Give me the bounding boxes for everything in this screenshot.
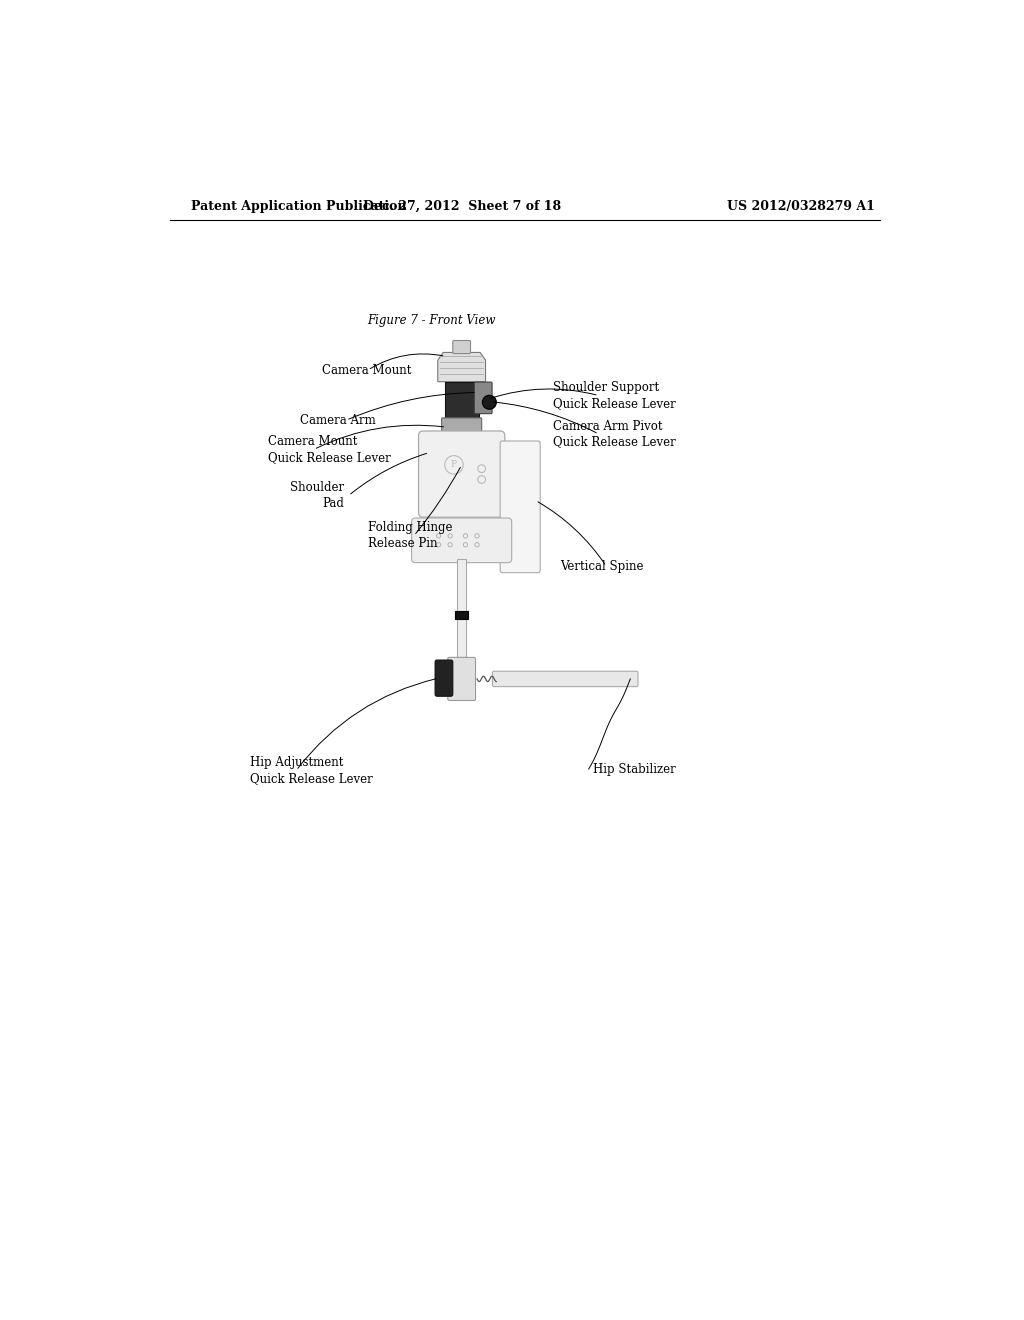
FancyBboxPatch shape [474, 381, 493, 413]
FancyBboxPatch shape [453, 341, 470, 354]
FancyBboxPatch shape [500, 441, 541, 573]
Bar [455, 611, 468, 619]
FancyBboxPatch shape [441, 418, 481, 437]
Text: P: P [451, 461, 457, 470]
Circle shape [482, 395, 497, 409]
FancyBboxPatch shape [493, 671, 638, 686]
Text: Camera Mount
Quick Release Lever: Camera Mount Quick Release Lever [267, 436, 390, 463]
Text: Hip Stabilizer: Hip Stabilizer [593, 763, 675, 776]
Text: Dec. 27, 2012  Sheet 7 of 18: Dec. 27, 2012 Sheet 7 of 18 [362, 199, 561, 213]
FancyBboxPatch shape [419, 430, 505, 517]
Text: Camera Mount: Camera Mount [322, 363, 411, 376]
Bar [444, 381, 478, 418]
Text: Shoulder Support
Quick Release Lever: Shoulder Support Quick Release Lever [553, 381, 675, 411]
FancyBboxPatch shape [412, 517, 512, 562]
FancyBboxPatch shape [447, 657, 475, 701]
FancyBboxPatch shape [435, 660, 453, 696]
Text: Hip Adjustment
Quick Release Lever: Hip Adjustment Quick Release Lever [250, 756, 373, 785]
Text: Vertical Spine: Vertical Spine [560, 560, 644, 573]
Text: US 2012/0328279 A1: US 2012/0328279 A1 [726, 199, 874, 213]
Text: Folding Hinge
Release Pin: Folding Hinge Release Pin [368, 521, 453, 550]
Text: Shoulder
Pad: Shoulder Pad [291, 482, 345, 510]
Text: Camera Arm Pivot
Quick Release Lever: Camera Arm Pivot Quick Release Lever [553, 420, 675, 449]
Polygon shape [438, 352, 485, 381]
Text: Figure 7 - Front View: Figure 7 - Front View [367, 314, 495, 326]
Text: Patent Application Publication: Patent Application Publication [190, 199, 407, 213]
Bar [458, 558, 466, 659]
Text: Camera Arm: Camera Arm [300, 413, 376, 426]
